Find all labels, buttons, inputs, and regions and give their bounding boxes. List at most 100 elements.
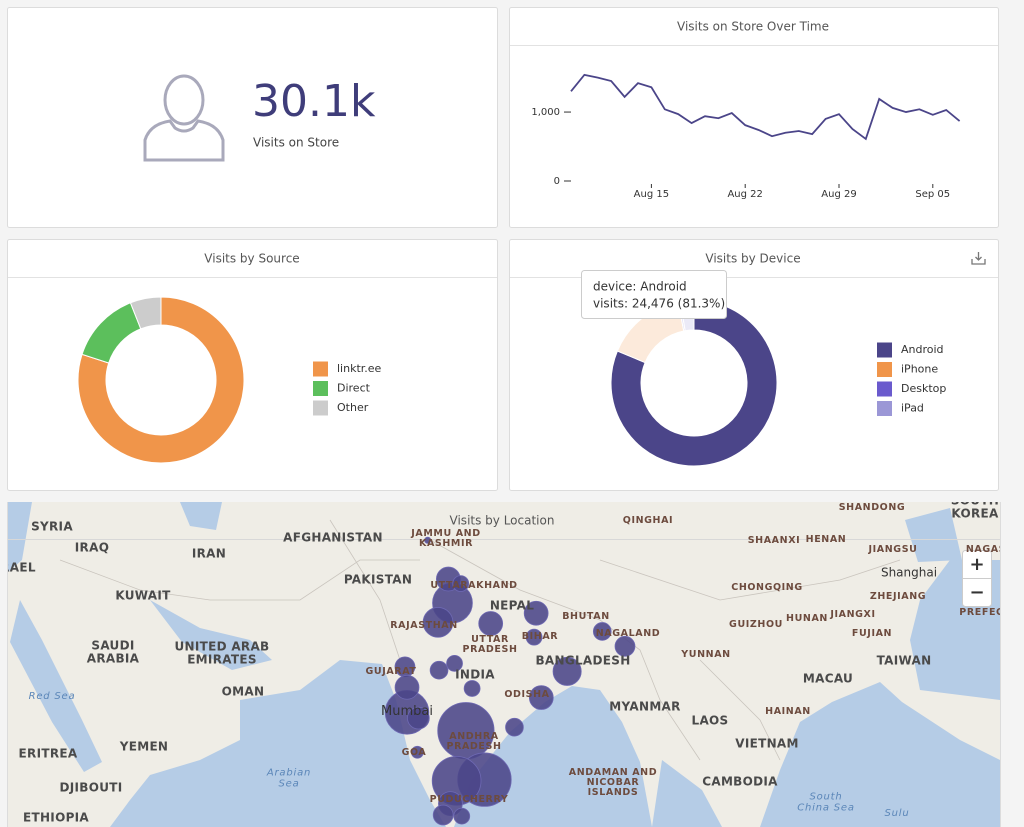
- map-label: FUJIAN: [851, 628, 893, 640]
- map-label: AFGHANISTAN: [283, 530, 383, 545]
- donut-slice: [610, 299, 778, 467]
- map-marks: [384, 536, 636, 826]
- map-label: NAGALAND: [595, 628, 661, 640]
- map-label: GUIZHOU: [729, 619, 783, 631]
- map-label: SHANDONG: [838, 502, 906, 514]
- map-label: PAKISTAN: [343, 572, 413, 587]
- map-label: YUNNAN: [681, 649, 731, 661]
- map-label: ZHEJIANG: [869, 591, 927, 603]
- location-bubble: [478, 611, 504, 636]
- map-label: HENAN: [805, 534, 847, 546]
- map-label: MACAU: [802, 671, 854, 686]
- y-tick-label: 1,000: [531, 107, 560, 118]
- map-label: BHUTAN: [562, 611, 610, 623]
- tooltip: device: Android visits: 24,476 (81.3%): [581, 270, 727, 319]
- map-label: TAIWAN: [876, 653, 932, 668]
- map-label: JIANGXI: [830, 609, 876, 621]
- map-label: KUWAIT: [115, 588, 171, 603]
- map-label: PREFECT: [959, 607, 1000, 619]
- legend-label: Desktop: [901, 382, 946, 395]
- donut-slice: [129, 296, 162, 330]
- legend-swatch: [877, 401, 892, 416]
- map-label: PUDUCHERRY: [429, 794, 509, 806]
- legend-label: Other: [337, 401, 369, 414]
- location-bubble: [528, 685, 554, 710]
- line-card: [509, 7, 999, 228]
- map-label: ERITREA: [18, 746, 78, 761]
- line-series: [570, 73, 961, 141]
- location-bubble: [422, 607, 454, 638]
- location-bubble: [446, 655, 463, 672]
- map-label: SOUTH KOREA: [951, 502, 999, 520]
- tooltip-line: visits: 24,476 (81.3%): [593, 297, 725, 311]
- location-bubble: [523, 600, 549, 626]
- x-tick-label: Sep 05: [915, 189, 950, 200]
- map-label: ODISHA: [504, 689, 550, 701]
- legend-label: Direct: [337, 382, 371, 395]
- map-label: IRAQ: [74, 540, 110, 555]
- chart-title: Visits by Location: [450, 514, 555, 528]
- map-label: QINGHAI: [622, 515, 674, 527]
- map-label: UNITED ARAB EMIRATES: [174, 639, 270, 666]
- map-label: VIETNAM: [735, 736, 799, 751]
- tooltip-line: device: Android: [593, 280, 687, 294]
- location-bubble: [410, 745, 424, 759]
- y-tick-label: 0: [554, 176, 560, 187]
- legend-swatch: [877, 381, 892, 397]
- location-bubble: [407, 706, 430, 730]
- map-labels: SYRIA IRAQ IRAN AFGHANISTAN JAMMU AND KASHMI…: [8, 502, 1000, 827]
- legend-label: iPad: [901, 402, 924, 415]
- map-label: OMAN: [221, 684, 265, 699]
- map-label: MYANMAR: [609, 699, 681, 714]
- tooltip-box: [581, 270, 727, 319]
- location-bubble: [463, 680, 481, 697]
- map-label: SAUDI ARABIA: [86, 638, 140, 665]
- map-label: ANDHRA PRADESH: [446, 731, 502, 752]
- map-label: INDIA: [455, 667, 495, 682]
- map-label: RAJASTHAN: [390, 620, 458, 632]
- map-label: ANDAMAN AND NICOBAR ISLANDS: [568, 767, 658, 798]
- zoom-in[interactable]: +: [969, 554, 984, 575]
- legend-label: iPhone: [901, 363, 938, 376]
- legend-label: linktr.ee: [337, 362, 382, 375]
- map-label: ETHIOPIA: [22, 810, 90, 825]
- user-icon: [143, 74, 225, 162]
- zoom-controls: + −: [962, 550, 992, 607]
- map-label: CAMBODIA: [702, 774, 778, 789]
- location-bubble: [505, 717, 524, 737]
- zoom-out[interactable]: −: [969, 582, 984, 603]
- location-bubble: [453, 807, 471, 825]
- map-label: BIHAR: [521, 631, 559, 643]
- map-label: JIANGSU: [868, 544, 918, 556]
- chart-title: Visits by Device: [705, 252, 800, 266]
- location-bubble: [432, 804, 454, 826]
- map-label: UTTAR PRADESH: [462, 634, 518, 655]
- legend-swatch: [877, 342, 892, 358]
- chart-title: Visits on Store Over Time: [677, 20, 829, 34]
- map-label: NAGASA: [965, 544, 1000, 556]
- x-tick-label: Aug 15: [634, 189, 669, 200]
- location-bubble: [394, 674, 420, 700]
- stat-card: [7, 7, 498, 228]
- map-label: SYRIA: [31, 519, 73, 534]
- map-label: YEMEN: [119, 739, 169, 754]
- map-label: IRAN: [191, 546, 227, 561]
- stat-label: Visits on Store: [253, 136, 339, 150]
- x-tick-label: Aug 22: [727, 189, 762, 200]
- legend-swatch: [313, 400, 328, 416]
- chart-title: Visits by Source: [204, 252, 299, 266]
- map-label: UTTARAKHAND: [430, 580, 518, 592]
- map-label: CHONGQING: [731, 582, 803, 594]
- location-bubble: [552, 656, 582, 686]
- map-label: Shanghai: [880, 565, 938, 580]
- map-label: HAINAN: [765, 706, 811, 718]
- legend-swatch: [877, 362, 892, 377]
- stat-value: 30.1k: [252, 76, 376, 127]
- map-label: South China Sea: [797, 791, 855, 813]
- download-button[interactable]: [971, 252, 986, 265]
- legend-swatch: [313, 381, 328, 396]
- map-label: SHAANXI: [747, 535, 801, 547]
- map-label: NEPAL: [489, 598, 535, 613]
- location-bubble: [424, 536, 432, 544]
